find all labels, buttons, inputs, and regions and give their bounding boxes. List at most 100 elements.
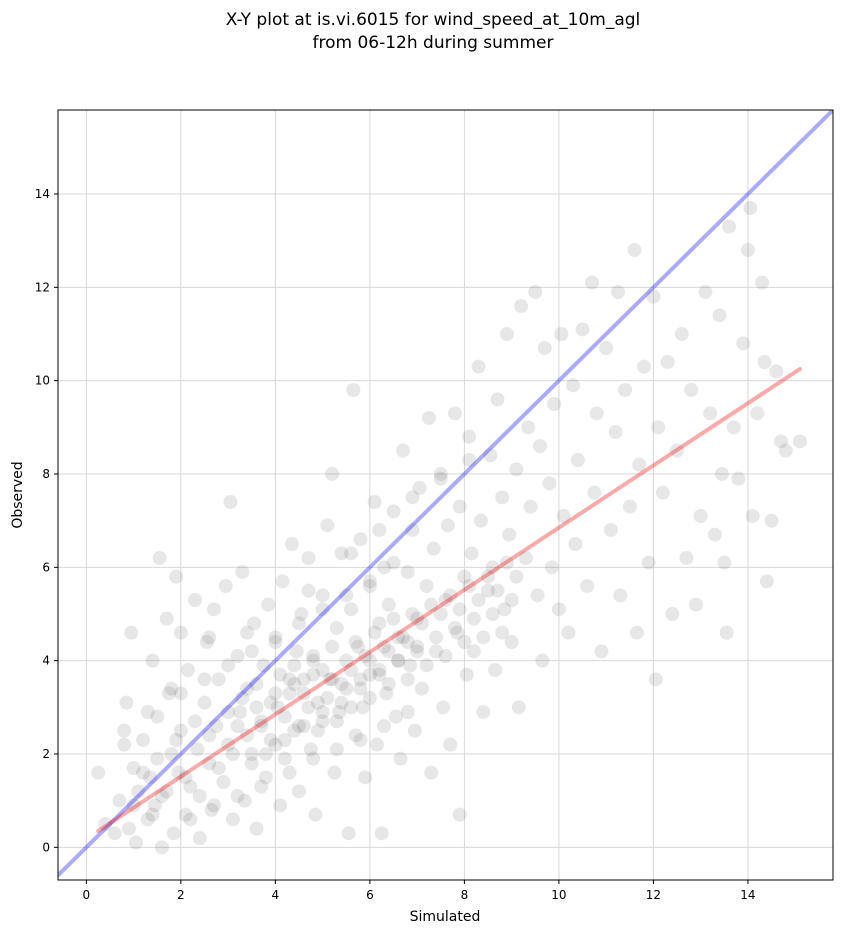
data-point bbox=[301, 551, 316, 565]
data-point bbox=[452, 499, 467, 514]
data-point bbox=[551, 602, 566, 617]
data-point bbox=[98, 817, 113, 831]
data-point bbox=[712, 308, 727, 323]
data-point bbox=[169, 569, 184, 584]
data-point bbox=[405, 523, 420, 537]
data-point bbox=[322, 672, 337, 687]
data-point bbox=[362, 691, 377, 705]
data-point bbox=[395, 443, 410, 458]
data-point bbox=[180, 663, 195, 677]
data-point bbox=[731, 471, 746, 486]
data-point bbox=[268, 635, 283, 649]
data-point bbox=[320, 518, 335, 533]
data-point bbox=[410, 644, 425, 659]
data-point bbox=[320, 691, 335, 705]
data-point bbox=[221, 658, 236, 673]
data-point bbox=[405, 607, 420, 621]
data-point bbox=[346, 383, 361, 397]
data-point bbox=[183, 779, 198, 794]
y-tick-label: 10 bbox=[35, 374, 50, 388]
data-point bbox=[254, 779, 269, 794]
data-point bbox=[310, 695, 325, 710]
data-point bbox=[292, 616, 307, 631]
data-point bbox=[325, 639, 340, 654]
data-point bbox=[703, 406, 718, 421]
data-point bbox=[362, 653, 377, 668]
data-point bbox=[166, 826, 181, 841]
data-point bbox=[400, 635, 415, 649]
data-point bbox=[173, 723, 188, 738]
data-point bbox=[410, 611, 425, 626]
data-point bbox=[367, 625, 382, 640]
data-point bbox=[131, 784, 146, 799]
data-point bbox=[556, 509, 571, 523]
data-point bbox=[412, 481, 427, 495]
data-point bbox=[502, 527, 517, 542]
data-point bbox=[670, 443, 685, 458]
data-point bbox=[178, 770, 193, 785]
x-tick-label: 8 bbox=[461, 888, 469, 902]
data-point bbox=[589, 406, 604, 421]
data-point bbox=[377, 639, 392, 654]
plot-frame bbox=[57, 109, 834, 881]
data-point bbox=[391, 653, 406, 668]
y-axis-ticks: 0 2 4 6 8 10 12 14 bbox=[35, 187, 58, 854]
data-point bbox=[232, 705, 247, 719]
data-point bbox=[301, 583, 316, 598]
data-point bbox=[145, 807, 160, 822]
data-point bbox=[306, 649, 321, 663]
data-point bbox=[275, 574, 290, 589]
data-point bbox=[774, 434, 789, 449]
data-point bbox=[343, 602, 358, 617]
data-point bbox=[495, 625, 510, 640]
data-point bbox=[407, 723, 422, 738]
data-point bbox=[192, 789, 207, 803]
data-point bbox=[566, 378, 581, 393]
data-point bbox=[315, 663, 330, 677]
data-point bbox=[261, 597, 276, 612]
data-point bbox=[410, 639, 425, 654]
data-point bbox=[292, 719, 307, 733]
x-tick-label: 12 bbox=[646, 888, 661, 902]
data-point bbox=[339, 681, 354, 696]
data-point bbox=[764, 513, 779, 528]
data-point bbox=[112, 793, 127, 808]
data-point bbox=[792, 434, 807, 449]
y-tick-label: 8 bbox=[42, 467, 50, 481]
data-point bbox=[211, 672, 226, 687]
data-point bbox=[518, 551, 533, 565]
data-point bbox=[308, 807, 323, 822]
data-point bbox=[202, 630, 217, 645]
data-point bbox=[608, 425, 623, 439]
y-axis-label: Observed bbox=[10, 461, 26, 528]
data-point bbox=[648, 672, 663, 687]
y-tick-label: 0 bbox=[42, 840, 50, 854]
data-point bbox=[329, 742, 344, 757]
data-point bbox=[379, 686, 394, 701]
data-point bbox=[424, 597, 439, 612]
x-tick-label: 2 bbox=[177, 888, 185, 902]
data-point bbox=[386, 611, 401, 626]
data-point bbox=[230, 649, 245, 663]
data-point bbox=[377, 719, 392, 733]
data-point bbox=[173, 625, 188, 640]
data-point bbox=[466, 611, 481, 626]
data-point bbox=[414, 681, 429, 696]
data-point bbox=[225, 812, 240, 827]
data-point bbox=[240, 728, 255, 743]
data-point bbox=[381, 644, 396, 659]
data-point bbox=[119, 695, 134, 710]
data-point bbox=[388, 709, 403, 724]
data-point bbox=[629, 625, 644, 640]
data-point bbox=[159, 611, 174, 626]
y-tick-label: 12 bbox=[35, 280, 50, 294]
data-point bbox=[679, 551, 694, 565]
data-point bbox=[717, 555, 732, 570]
data-point bbox=[329, 621, 344, 635]
data-point bbox=[192, 831, 207, 845]
data-point bbox=[457, 635, 472, 649]
data-point bbox=[124, 625, 139, 640]
data-point bbox=[481, 583, 496, 598]
data-point bbox=[188, 593, 203, 607]
data-point bbox=[462, 453, 477, 467]
